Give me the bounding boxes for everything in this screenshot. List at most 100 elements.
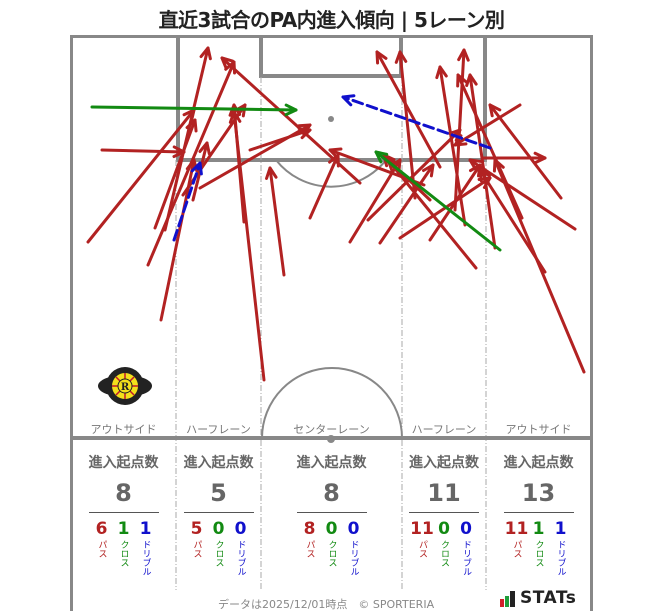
pass-count: 5 xyxy=(190,519,203,539)
cross-count: 0 xyxy=(325,519,338,539)
arrowhead-icon xyxy=(220,56,235,70)
pass-label: パス xyxy=(417,540,427,558)
club-crest-icon: R xyxy=(98,367,152,405)
pass-arrow xyxy=(86,108,196,244)
dribble-label: ドリブル xyxy=(140,540,151,576)
svg-text:R: R xyxy=(121,382,130,393)
stat-divider xyxy=(409,512,479,513)
arrowhead-icon xyxy=(228,103,242,117)
center-circle xyxy=(261,367,403,439)
stat-total: 8 xyxy=(115,479,132,507)
dribble-count: 0 xyxy=(234,519,247,539)
lane-label-outside-right: アウトサイド xyxy=(505,423,572,436)
pass-count: 8 xyxy=(303,519,316,539)
stat-header: 進入起点数 xyxy=(409,455,479,471)
pass-arrow xyxy=(398,50,417,200)
dribble-label: ドリブル xyxy=(461,540,471,576)
arrowhead-icon xyxy=(375,50,388,65)
arrowhead-icon xyxy=(457,48,470,62)
stat-divider xyxy=(183,512,254,513)
pass-arrow xyxy=(468,73,497,250)
arrowhead-icon xyxy=(228,110,242,124)
stat-divider xyxy=(503,512,574,513)
dribble-label: ドリブル xyxy=(235,540,246,576)
arrowhead-icon xyxy=(492,158,505,173)
lane-label-outside-left: アウトサイド xyxy=(90,423,157,436)
stat-divider xyxy=(296,512,367,513)
stat-header: 進入起点数 xyxy=(88,455,159,471)
lane-stats-halfspace-right: 進入起点数 11 11 パス 0 クロス 0 ドリブル xyxy=(402,452,486,576)
arrowhead-icon xyxy=(477,176,492,189)
cross-count: 1 xyxy=(532,519,545,539)
pass-label: パス xyxy=(511,540,522,558)
arrowhead-icon xyxy=(198,141,211,156)
dribble-count: 1 xyxy=(554,519,567,539)
cross-count: 0 xyxy=(438,519,450,539)
arrowhead-icon xyxy=(328,153,340,168)
pitch-border xyxy=(70,35,593,611)
pass-count: 11 xyxy=(410,519,434,539)
cross-label: クロス xyxy=(118,540,129,567)
stat-total: 11 xyxy=(427,479,461,507)
arrowhead-icon xyxy=(190,161,203,176)
lane-label-halfspace-right: ハーフレーン xyxy=(411,423,477,436)
chart-title: 直近3試合のPA内進入傾向 | 5レーン別 xyxy=(158,8,505,32)
brand-name: STATs xyxy=(520,588,577,608)
arrowhead-icon xyxy=(468,158,483,171)
pass-arrow xyxy=(232,110,266,382)
dribble-count: 0 xyxy=(460,519,472,539)
arrowhead-icon xyxy=(456,73,468,88)
dribble-arrow xyxy=(172,161,202,242)
bar-chart-icon xyxy=(500,591,515,607)
pass-arrow xyxy=(453,103,522,147)
pass-arrow xyxy=(146,60,236,267)
lane-stats-outside-left: 進入起点数 8 6 パス 1 クロス 1 ドリブル xyxy=(71,452,176,576)
pass-arrow xyxy=(248,128,312,152)
pass-arrow xyxy=(308,153,340,220)
arrowhead-icon xyxy=(453,134,468,147)
lane-stats-outside-right: 進入起点数 13 11 パス 1 クロス 1 ドリブル xyxy=(486,452,591,576)
pass-count: 6 xyxy=(95,519,108,539)
stat-header: 進入起点数 xyxy=(183,455,254,471)
pass-arrow xyxy=(268,166,286,277)
cross-label: クロス xyxy=(213,540,224,567)
arrowhead-icon xyxy=(533,151,547,165)
dribble-label: ドリブル xyxy=(348,540,359,576)
dribble-count: 1 xyxy=(139,519,152,539)
stat-divider xyxy=(88,512,159,513)
cross-count: 1 xyxy=(117,519,130,539)
cross-arrow xyxy=(374,150,502,252)
pass-label: パス xyxy=(304,540,315,558)
pass-arrow xyxy=(382,153,478,270)
cross-label: クロス xyxy=(533,540,544,567)
pass-arrow xyxy=(100,148,186,154)
dribble-label: ドリブル xyxy=(555,540,566,576)
pass-arrow xyxy=(478,168,547,274)
cross-count: 0 xyxy=(212,519,225,539)
dribble-count: 0 xyxy=(347,519,360,539)
dribble-arrow xyxy=(341,95,492,150)
pass-arrow xyxy=(366,128,462,222)
stat-header: 進入起点数 xyxy=(296,455,367,471)
stat-total: 5 xyxy=(210,479,227,507)
cross-arrow xyxy=(90,105,298,112)
arrowhead-icon xyxy=(374,150,389,164)
pass-arrow xyxy=(488,103,563,200)
arrowhead-icon xyxy=(297,127,312,140)
arrowhead-icon xyxy=(421,163,435,178)
data-timestamp-note: データは2025/12/01時点 © SPORTERIA xyxy=(218,598,435,611)
pass-label: パス xyxy=(191,540,202,558)
arrowhead-icon xyxy=(199,46,212,61)
stat-total: 8 xyxy=(323,479,340,507)
penalty-area xyxy=(176,37,487,162)
pass-count: 11 xyxy=(504,519,529,539)
arrowhead-icon xyxy=(435,65,448,80)
lane-label-center: センターレーン xyxy=(293,423,370,436)
center-spot xyxy=(327,435,335,443)
arrowhead-icon xyxy=(185,118,198,133)
arrowhead-icon xyxy=(394,50,408,64)
lane-stats-center: 進入起点数 8 8 パス 0 クロス 0 ドリブル xyxy=(261,452,402,576)
arrowhead-icon xyxy=(284,103,298,117)
stat-header: 進入起点数 xyxy=(503,455,574,471)
penalty-spot xyxy=(328,116,334,122)
